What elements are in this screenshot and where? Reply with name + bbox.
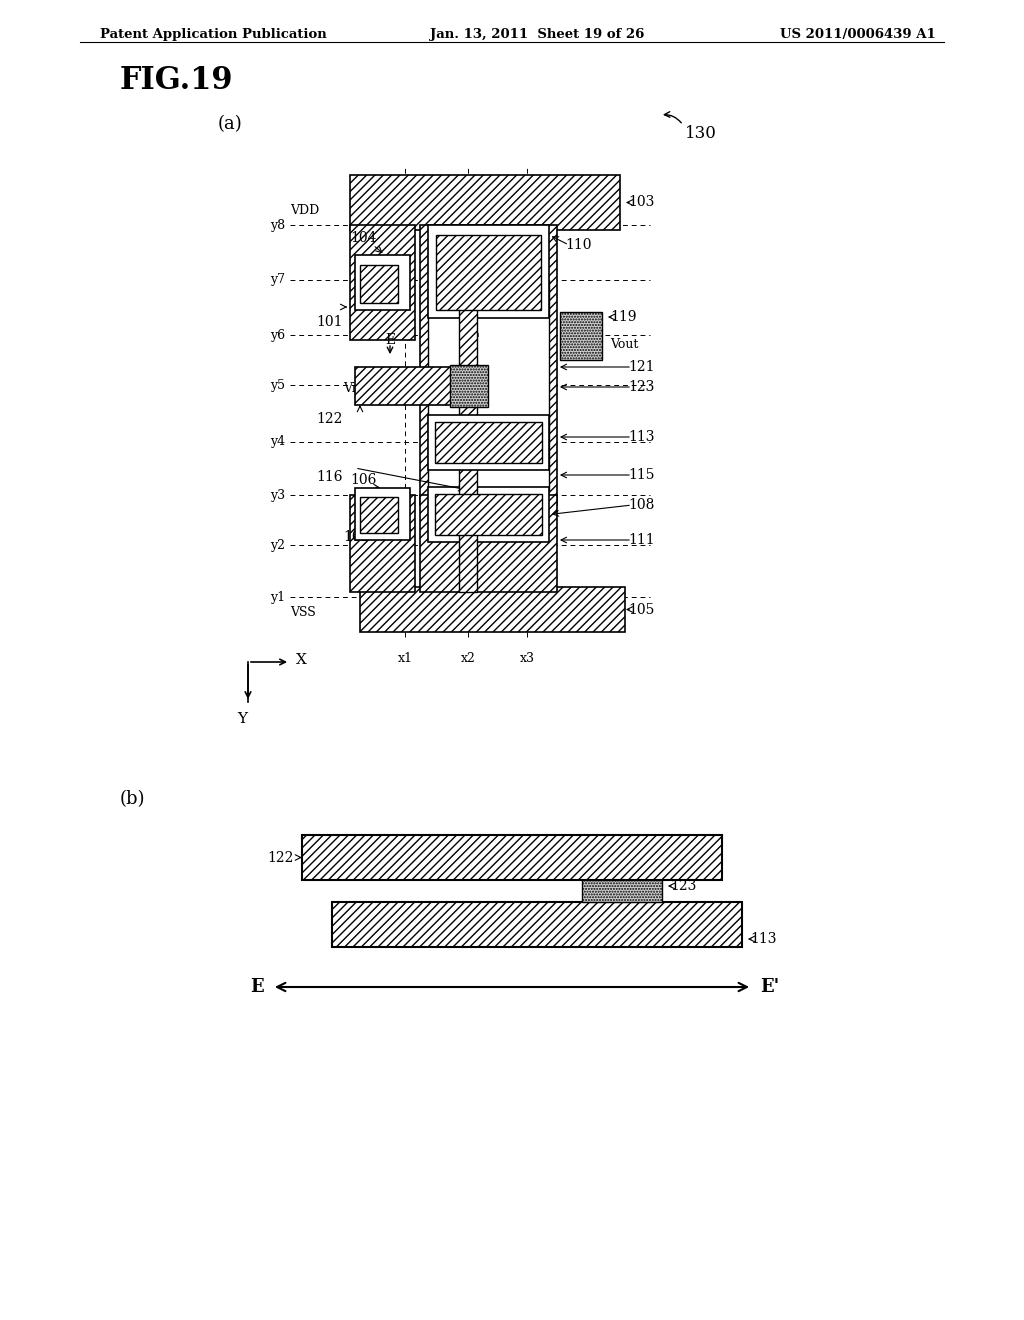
- Text: 119: 119: [610, 310, 637, 323]
- Text: US 2011/0006439 A1: US 2011/0006439 A1: [780, 28, 936, 41]
- Text: y3: y3: [270, 488, 285, 502]
- Text: x1: x1: [397, 652, 413, 665]
- Text: 121: 121: [628, 360, 654, 374]
- Bar: [420, 224, 557, 506]
- Bar: [436, 235, 541, 310]
- Bar: [560, 312, 602, 360]
- Bar: [360, 587, 625, 632]
- Text: Vin: Vin: [343, 381, 364, 395]
- Text: Jan. 13, 2011  Sheet 19 of 26: Jan. 13, 2011 Sheet 19 of 26: [430, 28, 644, 41]
- Bar: [450, 366, 488, 407]
- Bar: [459, 280, 477, 591]
- Text: VDD: VDD: [290, 203, 319, 216]
- Bar: [582, 880, 662, 902]
- Bar: [360, 265, 398, 304]
- Text: 105: 105: [628, 602, 654, 616]
- Text: 116: 116: [316, 470, 343, 484]
- Text: y7: y7: [270, 273, 285, 286]
- Text: 123: 123: [628, 380, 654, 393]
- Text: 115: 115: [628, 469, 654, 482]
- Text: 122: 122: [267, 850, 294, 865]
- Text: Y: Y: [237, 711, 247, 726]
- Text: E: E: [385, 333, 395, 347]
- Text: y5: y5: [270, 379, 285, 392]
- Text: 103: 103: [628, 195, 654, 210]
- Bar: [428, 224, 549, 318]
- Text: 104: 104: [350, 231, 377, 246]
- Text: y8: y8: [270, 219, 285, 231]
- Text: (a): (a): [218, 115, 243, 133]
- Bar: [360, 498, 398, 533]
- Text: 110: 110: [565, 238, 592, 252]
- Text: x2: x2: [461, 652, 475, 665]
- Bar: [350, 224, 415, 341]
- Bar: [355, 488, 410, 540]
- Text: 122: 122: [316, 412, 343, 426]
- Bar: [302, 836, 722, 880]
- Bar: [435, 494, 542, 535]
- Bar: [428, 487, 549, 543]
- Text: 111: 111: [628, 533, 654, 546]
- Bar: [428, 414, 549, 470]
- Text: X: X: [296, 653, 307, 667]
- Text: 113: 113: [750, 932, 776, 946]
- Text: y1: y1: [270, 590, 285, 603]
- Bar: [332, 902, 742, 946]
- Text: E: E: [251, 978, 264, 997]
- Text: Patent Application Publication: Patent Application Publication: [100, 28, 327, 41]
- Text: 130: 130: [685, 125, 717, 143]
- Text: y2: y2: [270, 539, 285, 552]
- Bar: [420, 495, 557, 591]
- Bar: [428, 280, 549, 490]
- Bar: [350, 176, 620, 230]
- Text: y6: y6: [270, 329, 285, 342]
- Text: VSS: VSS: [290, 606, 315, 619]
- Text: E': E': [466, 333, 480, 347]
- Text: FIG.19: FIG.19: [120, 65, 233, 96]
- Bar: [355, 367, 470, 405]
- Bar: [435, 422, 542, 463]
- Text: 101: 101: [316, 315, 343, 329]
- Text: (b): (b): [120, 789, 145, 808]
- Bar: [355, 255, 410, 310]
- Text: 102: 102: [343, 531, 370, 544]
- Text: y4: y4: [270, 436, 285, 449]
- Text: 108: 108: [628, 498, 654, 512]
- Text: 123: 123: [670, 879, 696, 894]
- Text: 113: 113: [628, 430, 654, 444]
- Text: 106: 106: [350, 473, 377, 487]
- Text: E': E': [760, 978, 779, 997]
- Bar: [350, 495, 415, 591]
- Text: Vout: Vout: [610, 338, 638, 351]
- Text: x3: x3: [519, 652, 535, 665]
